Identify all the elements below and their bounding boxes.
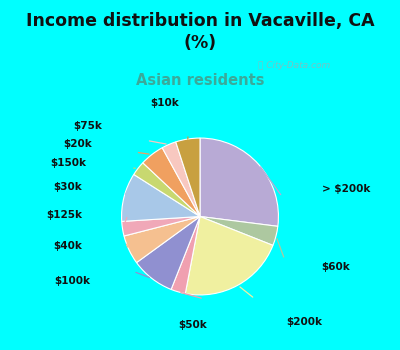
Text: $125k: $125k — [46, 210, 82, 220]
Text: > $200k: > $200k — [322, 184, 370, 194]
Text: $40k: $40k — [54, 241, 82, 251]
Text: $20k: $20k — [63, 139, 92, 148]
Text: Ⓢ City-Data.com: Ⓢ City-Data.com — [258, 61, 330, 70]
Wedge shape — [143, 148, 200, 217]
Wedge shape — [136, 217, 200, 289]
Wedge shape — [134, 163, 200, 217]
Text: Asian residents: Asian residents — [136, 72, 264, 88]
Text: Income distribution in Vacaville, CA
(%): Income distribution in Vacaville, CA (%) — [26, 12, 374, 52]
Wedge shape — [162, 142, 200, 217]
Wedge shape — [200, 217, 278, 245]
Text: $10k: $10k — [150, 98, 179, 108]
Text: $50k: $50k — [178, 320, 206, 330]
Wedge shape — [200, 138, 278, 226]
Wedge shape — [122, 174, 200, 222]
Text: $150k: $150k — [50, 158, 86, 168]
Wedge shape — [124, 217, 200, 262]
Wedge shape — [122, 217, 200, 236]
Wedge shape — [171, 217, 200, 294]
Text: $100k: $100k — [54, 276, 90, 286]
Wedge shape — [185, 217, 273, 295]
Wedge shape — [176, 138, 200, 217]
Text: $200k: $200k — [286, 317, 322, 327]
Text: $75k: $75k — [73, 121, 102, 131]
Text: $30k: $30k — [54, 182, 82, 192]
Text: $60k: $60k — [322, 262, 350, 273]
